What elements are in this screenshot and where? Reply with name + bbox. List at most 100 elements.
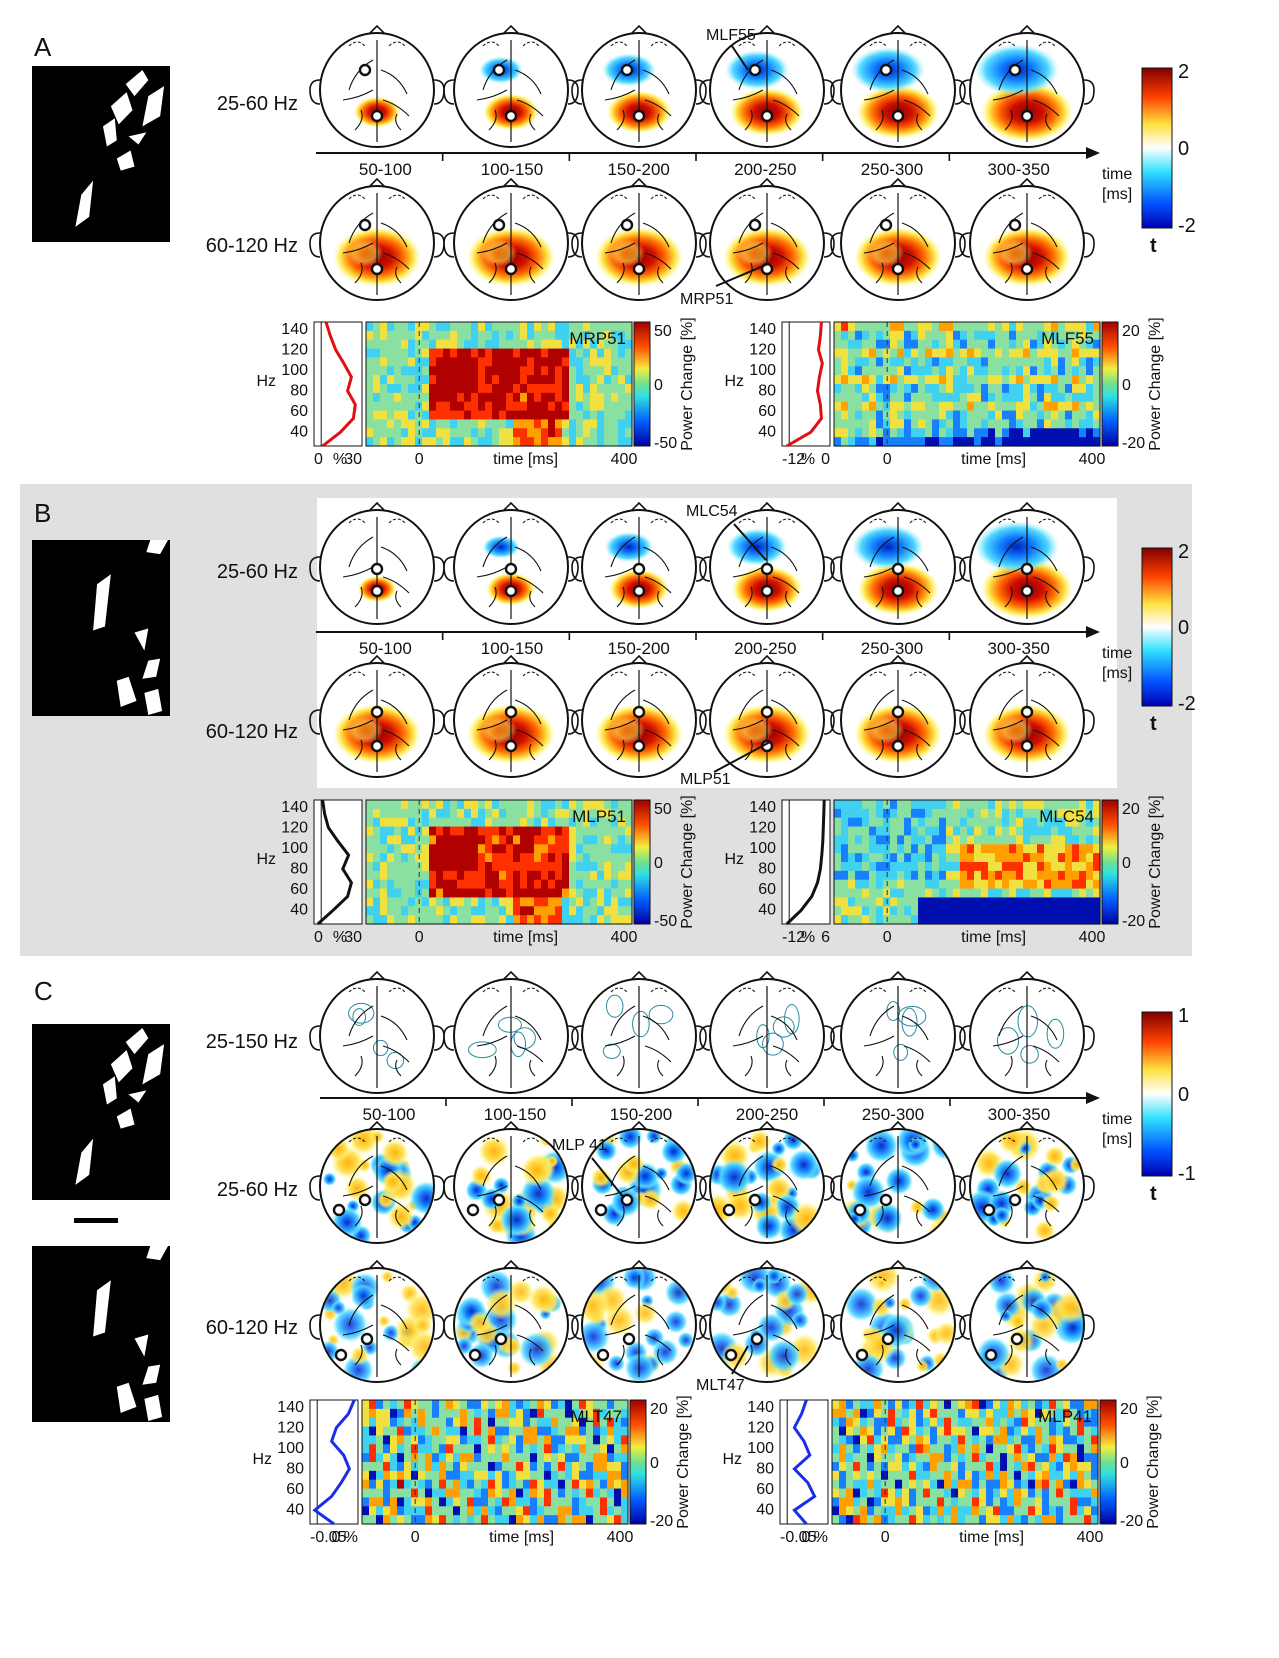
- nose: [758, 970, 776, 981]
- tfr-cell: [604, 392, 612, 403]
- increase-blob: [1041, 1193, 1061, 1214]
- tfr-cell: [534, 906, 542, 916]
- tfr-cell: [376, 1426, 384, 1437]
- tfr-cell: [429, 366, 437, 376]
- tfr-cell: [960, 844, 968, 854]
- tfr-cell: [562, 384, 570, 394]
- tfr-cell: [541, 817, 549, 828]
- tfr-cell: [1086, 870, 1094, 881]
- tfr-cell: [876, 384, 884, 394]
- decrease-blob: [408, 1356, 433, 1381]
- tfr-cell: [541, 844, 549, 854]
- tfr-cell: [988, 339, 996, 350]
- tfr-cell: [904, 437, 912, 447]
- tfr-cell: [972, 1435, 980, 1445]
- tfr-cell: [366, 808, 374, 819]
- nose: [758, 654, 776, 665]
- head-outline: [319, 1267, 435, 1383]
- tfr-cell: [897, 322, 905, 332]
- increase-blob: [1009, 1313, 1027, 1331]
- tfr-cell: [1007, 1400, 1015, 1410]
- tfr-cell: [397, 1506, 405, 1516]
- tfr-cell: [1065, 915, 1073, 925]
- increase-blob: [633, 1301, 658, 1326]
- tfr-cell: [499, 330, 507, 341]
- tfr-cell: [583, 437, 591, 447]
- tfr-cell: [988, 835, 996, 845]
- tfr-cell: [506, 428, 514, 438]
- tfr-cell: [951, 1462, 959, 1472]
- tfr-cell: [1023, 357, 1031, 367]
- tfr-cell: [939, 817, 947, 828]
- tfr-cell: [981, 419, 989, 429]
- tfr-cell: [565, 1435, 573, 1445]
- eye-right: [650, 1137, 668, 1143]
- tfr-cell: [1044, 888, 1052, 899]
- tfr-cell: [422, 853, 430, 863]
- tfr-cell: [862, 870, 870, 881]
- tfr-cell: [902, 1515, 910, 1525]
- tfr-cell: [429, 817, 437, 828]
- tfr-cell: [974, 879, 982, 890]
- tfr-cell: [890, 844, 898, 854]
- tfr-cell: [946, 437, 954, 447]
- tfr-cell: [457, 844, 465, 854]
- head-outline: [709, 185, 825, 301]
- tfr-cell: [981, 366, 989, 376]
- tfr-cell: [478, 870, 486, 881]
- tfr-cell: [860, 1479, 868, 1490]
- tfr-cell: [614, 1488, 622, 1499]
- tfr-cell: [485, 375, 493, 385]
- head-outline: [453, 978, 569, 1094]
- ear-left: [959, 1175, 971, 1201]
- head-outline: [453, 509, 569, 625]
- tfr-cell: [492, 897, 500, 907]
- tfr-cell: [513, 375, 521, 385]
- tfr-cell: [376, 1497, 384, 1507]
- tfr-cell: [918, 339, 926, 350]
- tfr-cell: [841, 835, 849, 845]
- tfr-cell: [495, 1435, 503, 1445]
- sensor-marker: [722, 1203, 736, 1217]
- tfr-cell: [590, 366, 598, 376]
- tfr-cell: [366, 330, 374, 341]
- tfr-cell: [597, 915, 605, 925]
- tfr-cell: [1037, 437, 1045, 447]
- tfr-cell: [548, 384, 556, 394]
- tfr-cell: [492, 357, 500, 367]
- increase-blob: [639, 1188, 662, 1211]
- tfr-cell: [618, 853, 626, 863]
- tfr-cell: [1086, 897, 1094, 907]
- tfr-cell: [373, 384, 381, 394]
- eye-right: [522, 1137, 540, 1143]
- tfr-cell: [611, 906, 619, 916]
- tfr-cell: [1065, 437, 1073, 447]
- tfr-cell: [855, 888, 863, 899]
- tfr-cell: [380, 384, 388, 394]
- tfr-cell: [436, 826, 444, 837]
- tfr-cell: [597, 401, 605, 412]
- tfr-cell: [988, 357, 996, 367]
- tfr-cell: [436, 384, 444, 394]
- tfr-colorbar-gradient: [633, 321, 651, 447]
- tfr-cell: [590, 330, 598, 341]
- tfr-cell: [1065, 330, 1073, 341]
- tfr-cell: [436, 437, 444, 447]
- tfr-cell: [380, 419, 388, 429]
- tfr-cell: [960, 392, 968, 403]
- tfr-cell: [383, 1453, 391, 1463]
- tfr-cell: [499, 906, 507, 916]
- tfr-cell: [869, 384, 877, 394]
- tfr-cell: [909, 1470, 917, 1481]
- frontal-decrease: [604, 531, 654, 563]
- tfr-cbar-mid: 0: [650, 1455, 659, 1472]
- tfr-cell: [867, 1444, 875, 1454]
- tfr-cell: [495, 1462, 503, 1472]
- tfr-cell: [548, 906, 556, 916]
- tfr-cell: [611, 392, 619, 403]
- tfr-cell: [425, 1462, 433, 1472]
- tfr-cell: [944, 1479, 952, 1490]
- stimulus-blob: [146, 540, 169, 555]
- sulci: [992, 689, 1060, 761]
